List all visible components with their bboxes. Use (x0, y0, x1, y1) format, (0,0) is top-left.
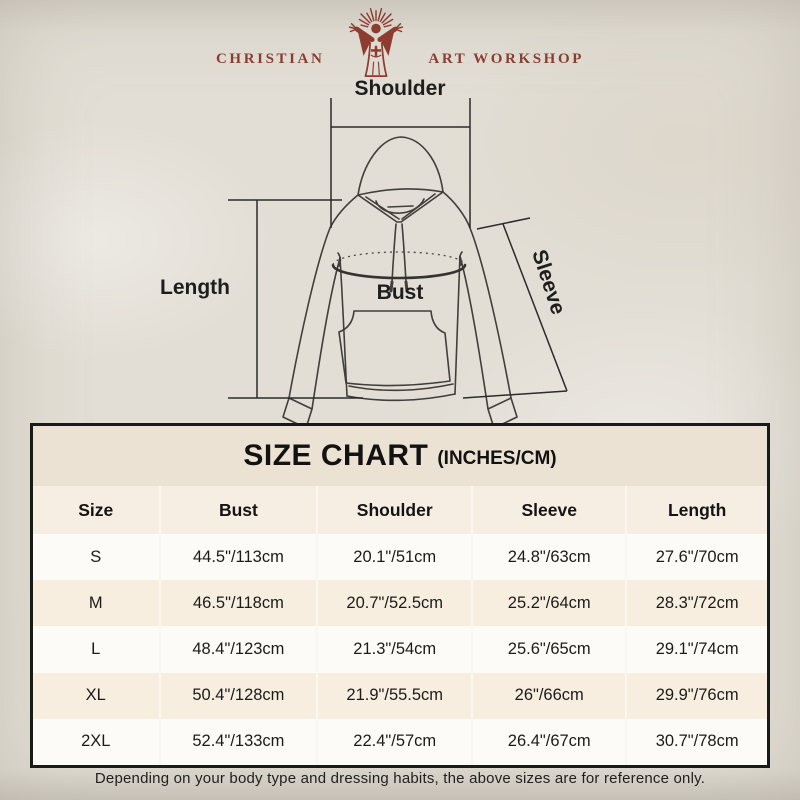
shoulder-value: 20.7"/52.5cm (316, 580, 471, 627)
column-header-sleeve: Sleeve (471, 486, 625, 534)
column-header-shoulder: Shoulder (316, 486, 471, 534)
shoulder-value: 22.4"/57cm (316, 718, 471, 766)
bust-label: Bust (377, 281, 424, 304)
shoulder-label: Shoulder (354, 77, 445, 100)
size-value: L (91, 640, 101, 658)
sleeve-value: 26"/66cm (471, 672, 625, 719)
bust-value: 52.4"/133cm (158, 718, 317, 766)
size-chart-table: SIZE CHART (INCHES/CM) Size Bust Shoulde… (30, 423, 770, 768)
bust-value: 46.5"/118cm (158, 580, 317, 627)
table-row-l: L 48.4"/123cm 21.3"/54cm 25.6"/65cm 29.1… (33, 626, 767, 673)
size-chart-title: SIZE CHART (INCHES/CM) (33, 426, 767, 486)
reference-footnote: Depending on your body type and dressing… (94, 770, 706, 787)
column-header-size: Size (78, 499, 114, 520)
shoulder-value: 20.1"/51cm (316, 534, 471, 581)
table-row-s: S 44.5"/113cm 20.1"/51cm 24.8"/63cm 27.6… (33, 534, 767, 581)
jesus-figure-logo-icon (328, 6, 424, 83)
sleeve-value: 26.4"/67cm (471, 718, 625, 766)
column-header-bust: Bust (158, 486, 317, 534)
shoulder-value: 21.3"/54cm (316, 626, 471, 673)
measurement-lines (228, 98, 568, 399)
bust-value: 44.5"/113cm (158, 534, 317, 581)
table-row-xl: XL 50.4"/128cm 21.9"/55.5cm 26"/66cm 29.… (33, 672, 767, 719)
length-value: 29.1"/74cm (625, 626, 767, 673)
kangaroo-pocket (338, 310, 451, 387)
sleeve-value: 24.8"/63cm (471, 534, 625, 581)
table-header-row: Size Bust Shoulder Sleeve Length (33, 486, 767, 534)
brand-name-left: CHRISTIAN (216, 51, 325, 67)
bust-value: 50.4"/128cm (158, 672, 317, 719)
sleeve-value: 25.2"/64cm (471, 580, 625, 627)
length-value: 28.3"/72cm (625, 580, 767, 627)
bust-value: 48.4"/123cm (158, 626, 317, 673)
length-value: 30.7"/78cm (625, 718, 767, 766)
size-chart-units: (INCHES/CM) (437, 448, 557, 469)
hoodie-outline (282, 136, 518, 429)
table-row-2xl: 2XL 52.4"/133cm 22.4"/57cm 26.4"/67cm 30… (33, 718, 767, 766)
size-value: S (90, 547, 102, 566)
column-header-length: Length (625, 486, 767, 534)
hoodie-measurement-diagram: Shoulder Length Bust Sleeve (160, 77, 640, 430)
length-label: Length (160, 276, 230, 299)
sleeve-value: 25.6"/65cm (471, 626, 625, 673)
size-value: 2XL (81, 732, 111, 751)
length-value: 29.9"/76cm (625, 672, 767, 719)
sleeve-label: Sleeve (527, 247, 569, 317)
bust-line (331, 263, 467, 280)
size-value: XL (85, 686, 106, 705)
table-row-m: M 46.5"/118cm 20.7"/52.5cm 25.2"/64cm 28… (33, 580, 767, 627)
brand-header: CHRISTIAN (0, 6, 800, 83)
length-value: 27.6"/70cm (625, 534, 767, 581)
brand-name-right: ART WORKSHOP (428, 51, 584, 67)
size-value: M (88, 593, 103, 612)
shoulder-value: 21.9"/55.5cm (316, 672, 471, 719)
size-chart-title-text: SIZE CHART (243, 439, 429, 472)
